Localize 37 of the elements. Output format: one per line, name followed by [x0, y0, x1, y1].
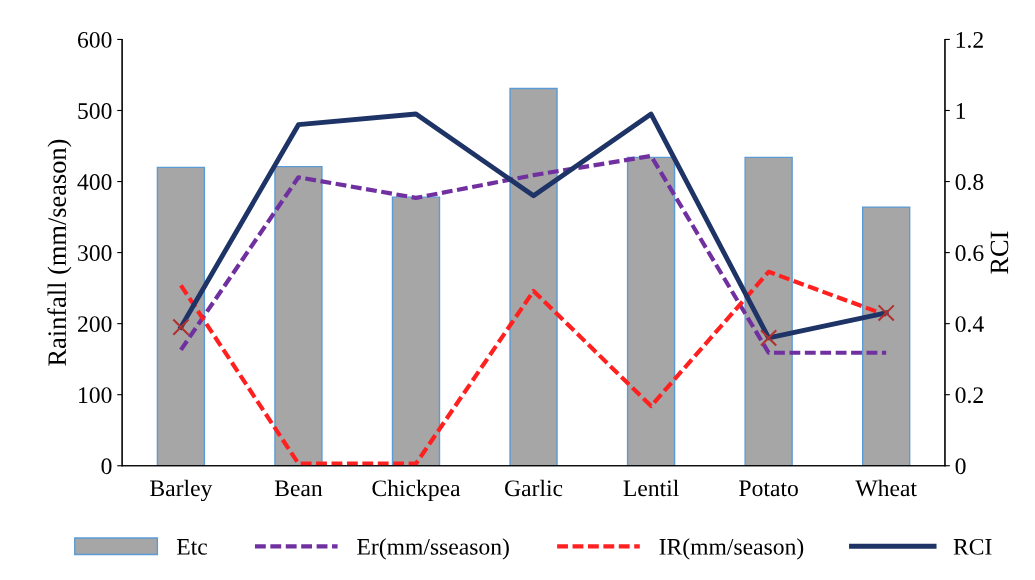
bar: [744, 156, 793, 466]
y-tick-label: 0: [101, 458, 112, 475]
line-series: [178, 269, 889, 466]
y2-tick-label: 1.2: [956, 32, 983, 48]
x-tick-label: Chickpea: [372, 479, 461, 502]
x-tick-label: Lentil: [623, 479, 679, 497]
line-series: [178, 111, 889, 341]
y2-axis-title: RCI: [990, 231, 1009, 274]
legend-label: IR(mm/season): [659, 538, 804, 560]
y-tick-label: 100: [79, 387, 112, 404]
legend-label: Er(mm/sseason): [357, 538, 509, 560]
y-tick-label: 500: [78, 102, 112, 119]
y2-tick-label: 1: [956, 103, 966, 119]
bar: [626, 156, 676, 466]
x-tick-label: Barley: [150, 479, 213, 502]
y-tick-label: 600: [78, 31, 112, 48]
y-axis-title: Rainfall (mm/season): [47, 139, 72, 366]
y-tick-label: 300: [78, 245, 112, 262]
bar: [274, 165, 323, 466]
y2-tick-label: 0.6: [955, 245, 984, 262]
bar: [509, 87, 558, 466]
y2-tick-label: 0.4: [955, 316, 984, 333]
bar: [861, 206, 911, 466]
bar: [156, 166, 206, 466]
x-tick-label: Garlic: [505, 479, 563, 497]
y-tick-label: 400: [77, 174, 112, 190]
y2-tick-label: 0: [955, 458, 966, 475]
x-tick-label: Bean: [274, 480, 323, 497]
y2-tick-label: 0.8: [955, 174, 984, 191]
x-tick-label: Wheat: [855, 479, 917, 497]
legend-label: RCI: [953, 538, 992, 555]
legend-label: Etc: [176, 539, 207, 555]
bar: [391, 196, 441, 466]
y2-tick-label: 0.2: [955, 387, 983, 404]
y-tick-label: 200: [78, 316, 112, 333]
line-series: [178, 153, 889, 355]
x-tick-label: Potato: [739, 480, 798, 497]
